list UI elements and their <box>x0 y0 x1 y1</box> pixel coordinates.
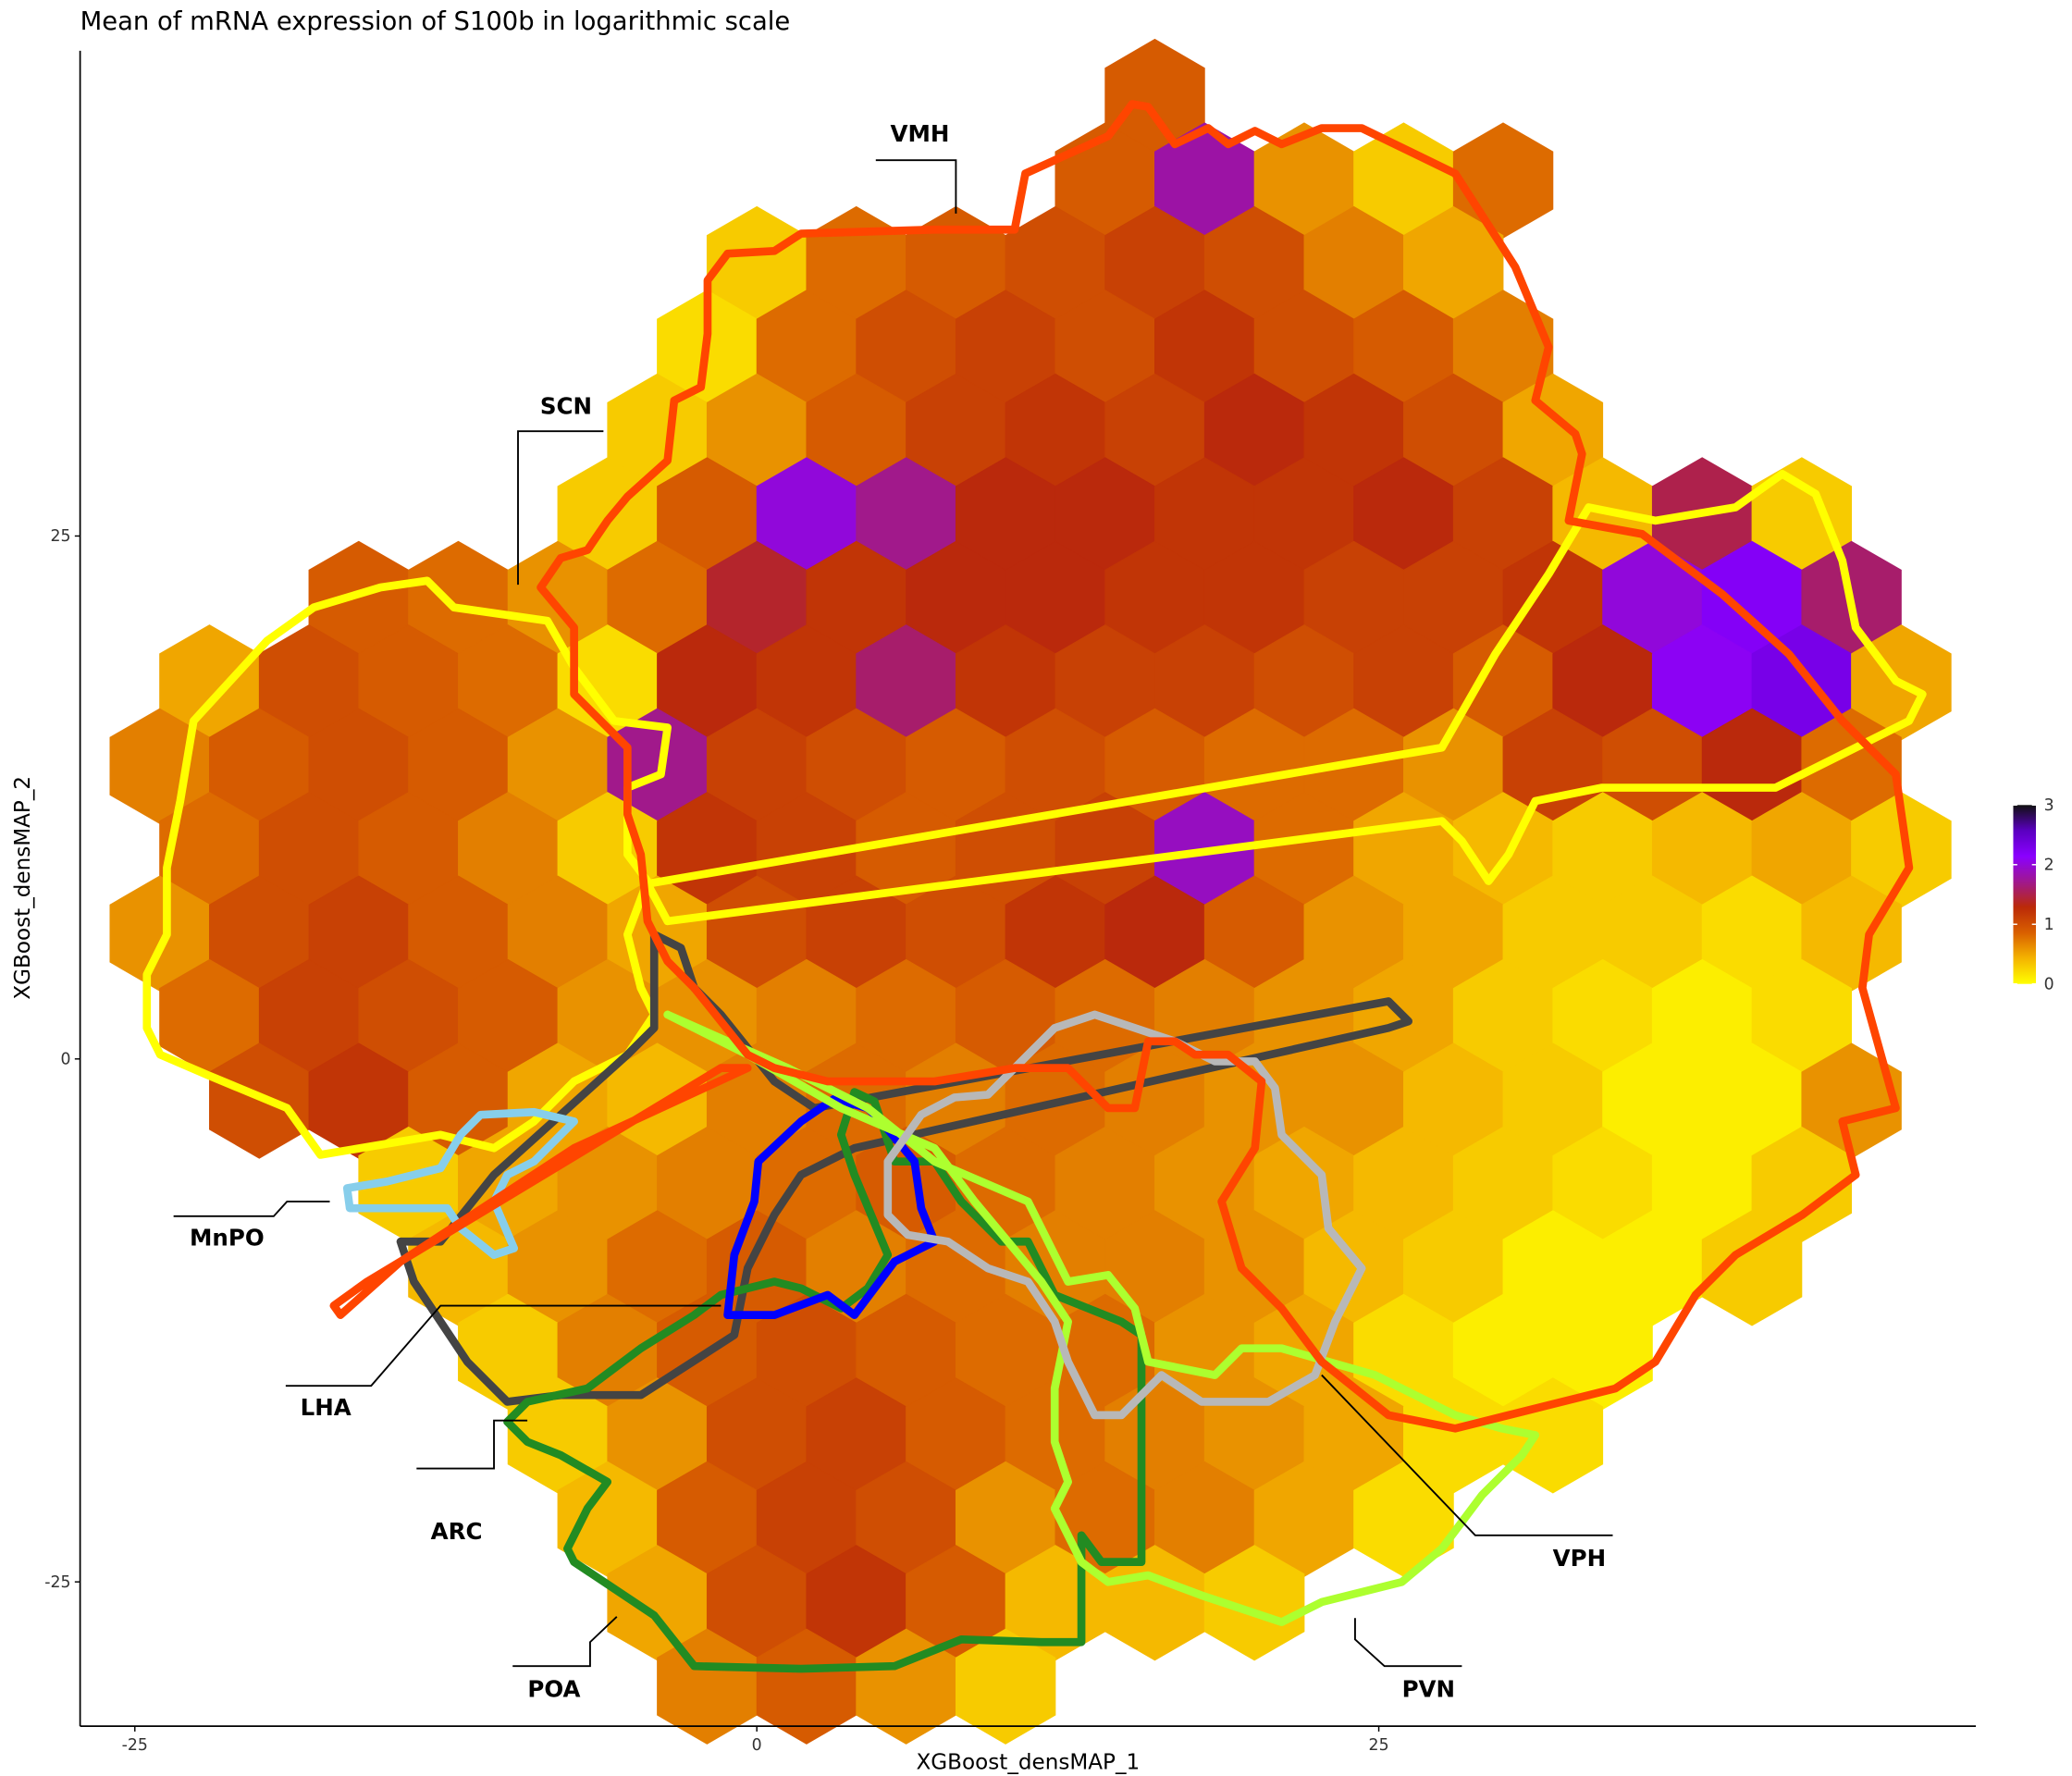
outline <box>536 100 1914 1433</box>
colorbar-gradient <box>2013 805 2037 984</box>
region-outlines <box>142 100 1927 1673</box>
region-label: ARC <box>431 1518 483 1545</box>
region-labels: VMH SCN MnPO LHA ARC POA PVN VPH <box>173 120 1613 1702</box>
y-tick-label: 25 <box>50 527 70 546</box>
y-tick-label: 0 <box>60 1051 70 1069</box>
colorbar-tick-label: 0 <box>2044 975 2054 993</box>
colorbar-tick-label: 2 <box>2044 857 2054 875</box>
hexbin <box>955 1628 1056 1745</box>
outline <box>663 1010 1540 1626</box>
hexbin <box>1701 1210 1803 1326</box>
leader-line <box>875 159 957 214</box>
region-label: VPH <box>1553 1545 1606 1572</box>
leader-line <box>1321 1374 1613 1536</box>
x-tick-label: -25 <box>122 1736 148 1755</box>
leader-line <box>517 430 604 586</box>
colorbar-tick-label: 1 <box>2044 916 2054 934</box>
y-tick-label: -25 <box>44 1573 70 1592</box>
axes: -25 0 25 -25 0 25 <box>44 527 1388 1755</box>
outline <box>883 1010 1366 1420</box>
outline <box>329 1064 752 1319</box>
leader-line <box>512 1616 618 1668</box>
region-label: PVN <box>1402 1675 1455 1702</box>
outline <box>643 470 1927 926</box>
outline <box>342 1107 578 1260</box>
outline <box>142 576 672 1159</box>
y-axis-title: XGBoost_densMAP_2 <box>11 776 35 1000</box>
leader-line <box>285 1304 722 1388</box>
colorbar-tick-label: 3 <box>2044 796 2054 815</box>
hexbin-layer <box>109 38 1952 1745</box>
hexbin <box>1203 1545 1305 1661</box>
colorbar: 0 1 2 3 <box>2013 796 2054 993</box>
region-label: POA <box>527 1675 580 1702</box>
region-label: SCN <box>540 392 592 419</box>
chart-title: Mean of mRNA expression of S100b in loga… <box>80 7 791 36</box>
x-tick-label: 25 <box>1369 1736 1389 1755</box>
region-label: LHA <box>301 1394 352 1421</box>
region-label: MnPO <box>190 1225 265 1252</box>
x-tick-label: 0 <box>752 1736 762 1755</box>
leader-line <box>173 1201 330 1217</box>
leader-line <box>1354 1618 1462 1668</box>
region-label: VMH <box>890 120 949 147</box>
leader-line <box>416 1419 528 1470</box>
x-axis-title: XGBoost_densMAP_1 <box>916 1750 1140 1774</box>
